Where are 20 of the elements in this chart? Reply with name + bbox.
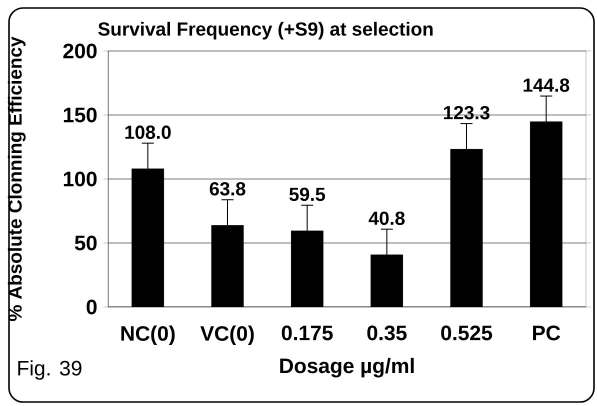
x-tick-label: NC(0) — [121, 326, 175, 346]
y-tick-label: 100 — [64, 172, 97, 186]
data-label: 108.0 — [125, 126, 171, 139]
x-tick-label: 0.35 — [367, 326, 407, 340]
y-tick-label: 0 — [86, 300, 97, 314]
data-label: 40.8 — [368, 212, 405, 225]
data-label: 144.8 — [524, 78, 570, 92]
caption: Fig. 39 — [18, 360, 82, 380]
x-tick-label: PC — [533, 326, 560, 340]
y-tick-label: 150 — [64, 108, 97, 122]
y-tick-label: 50 — [74, 236, 97, 250]
data-label: 123.3 — [444, 106, 490, 120]
x-tick-label: 0.525 — [441, 326, 492, 340]
data-label: 63.8 — [210, 182, 246, 196]
x-axis-title: Dosage µg/ml — [280, 358, 414, 378]
y-tick-label: 200 — [63, 44, 97, 58]
chart-title: Survival Frequency (+S9) at selection — [98, 22, 433, 40]
data-label: 59.5 — [289, 188, 326, 202]
x-tick-label: VC(0) — [200, 326, 254, 346]
x-tick-label: 0.175 — [282, 326, 333, 340]
